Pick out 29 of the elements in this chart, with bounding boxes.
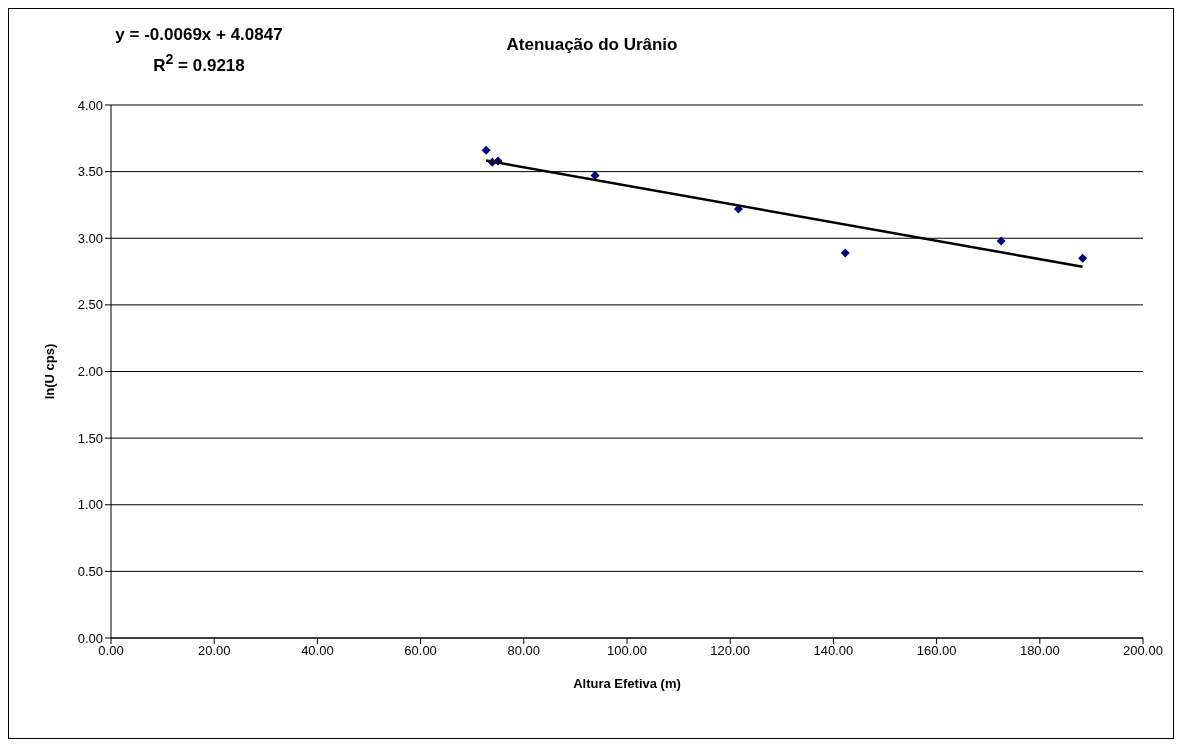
x-tick-label: 120.00 <box>710 643 751 659</box>
text: R$^{2}$ = 0.9218 <box>152 50 246 77</box>
x-axis-title: Altura Efetiva (m) <box>573 676 681 691</box>
point <box>840 248 850 258</box>
y-tick-label: 0.00 <box>77 630 103 646</box>
x-tick-label: 160.00 <box>916 643 957 659</box>
x-tick-label: 80.00 <box>507 643 541 659</box>
x-tick-label: 100.00 <box>607 643 647 659</box>
y-tick-label: 0.50 <box>77 563 103 579</box>
y-tick-label: 1.00 <box>77 497 103 513</box>
x-tick-label: 60.00 <box>404 643 437 659</box>
x-tick-label: 0.00 <box>98 643 124 659</box>
text: y = -0.0069x + 4.0847 <box>114 24 284 46</box>
point <box>1078 253 1088 263</box>
point <box>996 236 1006 246</box>
point <box>481 145 491 155</box>
y-tick-label: 2.50 <box>77 297 103 313</box>
y-tick-label: 4.00 <box>77 97 103 113</box>
y-tick-label: 2.00 <box>77 364 103 380</box>
chart-title: Atenuação do Urânio <box>506 35 678 54</box>
y-tick-label: 1.50 <box>77 430 103 446</box>
x-tick-label: 20.00 <box>197 643 231 659</box>
x-tick-label: 200.00 <box>1123 643 1163 659</box>
x-tick-label: 40.00 <box>301 643 334 659</box>
y-axis-title: ln(U cps) <box>41 343 57 400</box>
x-tick-label: 180.00 <box>1019 643 1060 659</box>
y-tick-label: 3.00 <box>77 230 103 246</box>
x-tick-label: 140.00 <box>813 643 854 659</box>
y-tick-label: 3.50 <box>77 164 103 180</box>
